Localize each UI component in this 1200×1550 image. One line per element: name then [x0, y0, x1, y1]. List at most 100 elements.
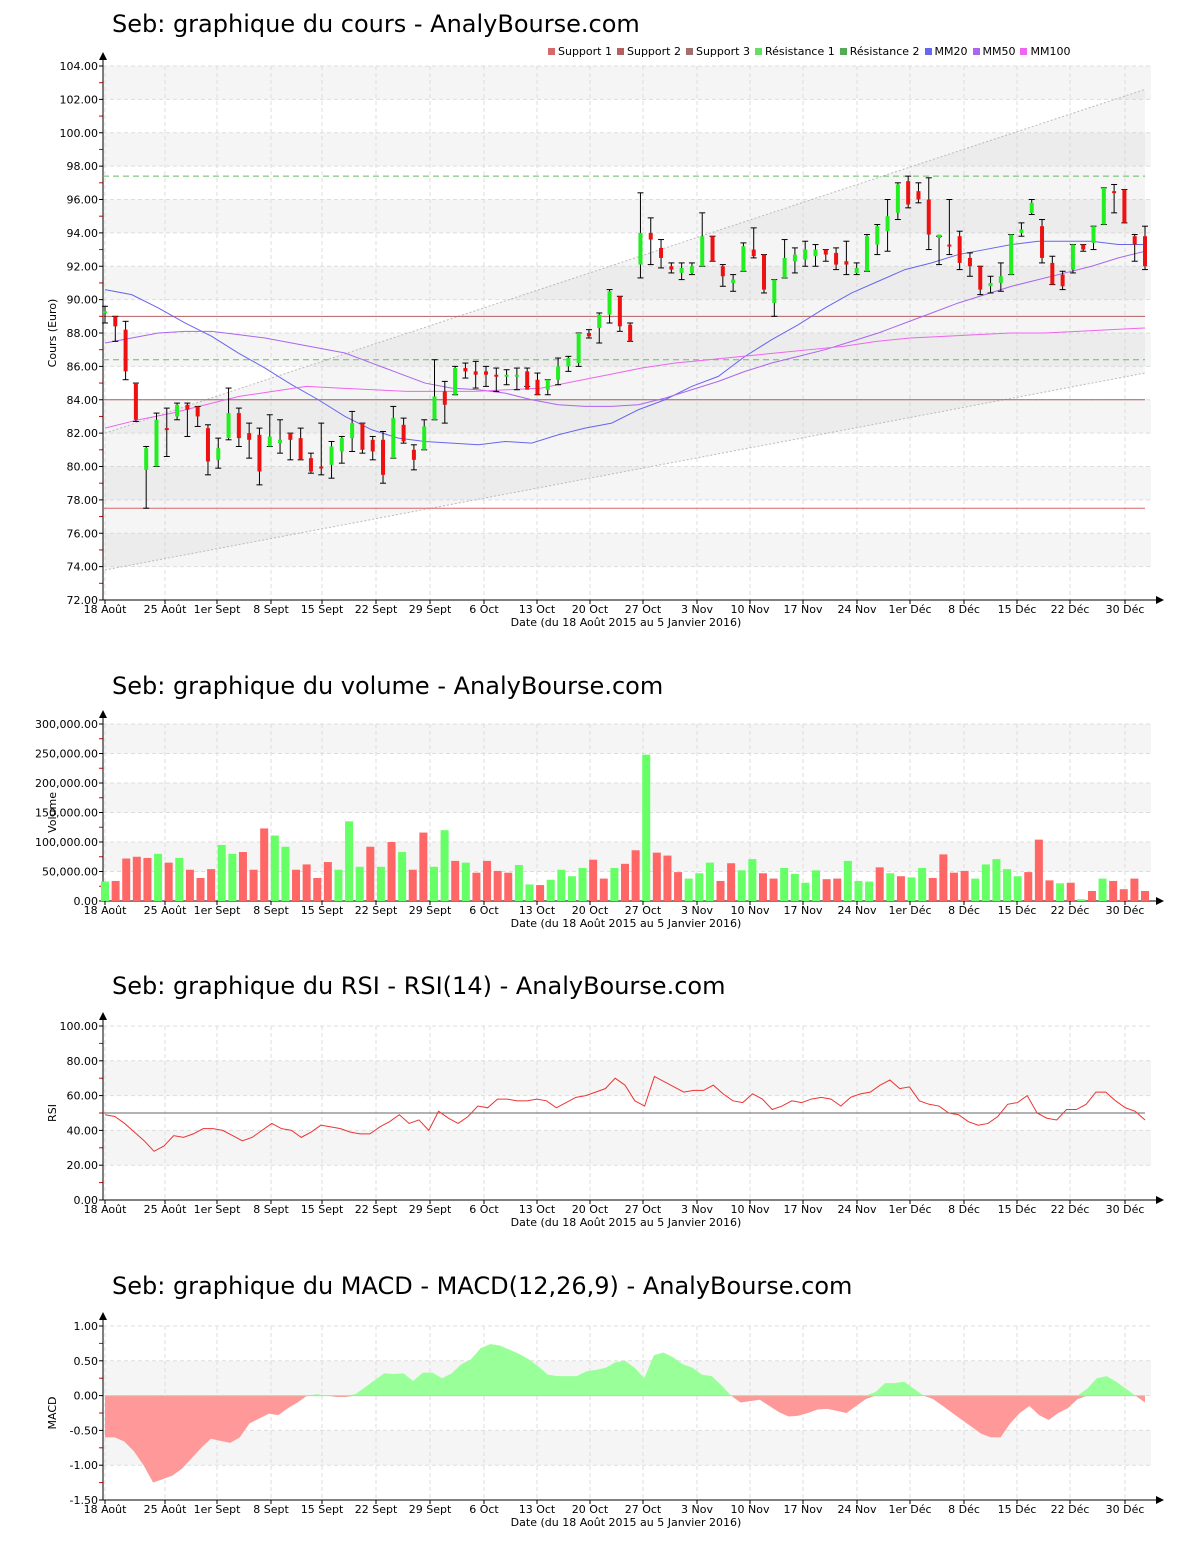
x-tick-label: 29 Sept — [409, 904, 452, 917]
candle — [988, 282, 993, 287]
volume-bar — [865, 881, 874, 901]
candle — [175, 404, 180, 417]
volume-bar — [1077, 899, 1086, 901]
legend-swatch — [616, 48, 624, 55]
rsi-line — [104, 1075, 1146, 1152]
candle — [350, 423, 355, 439]
candle — [556, 366, 561, 380]
candle — [947, 244, 952, 247]
x-tick-label: 15 Sept — [301, 603, 344, 616]
candle — [453, 368, 458, 395]
candle — [597, 314, 602, 328]
volume-bar — [758, 873, 767, 901]
x-tick-label: 8 Sept — [253, 603, 289, 616]
x-tick-label: 20 Oct — [572, 1503, 609, 1516]
volume-bar — [1109, 880, 1118, 901]
x-axis-title: Date (du 18 Août 2015 au 5 Janvier 2016) — [511, 1516, 742, 1529]
candle — [875, 226, 880, 245]
x-tick-label: 25 Août — [144, 904, 188, 917]
volume-bar — [419, 832, 428, 901]
candle — [504, 374, 509, 377]
candle — [298, 438, 303, 460]
volume-bar — [790, 873, 799, 901]
x-tick-label: 18 Août — [84, 603, 128, 616]
volume-bar — [546, 879, 555, 901]
legend-swatch — [839, 48, 847, 55]
candle — [823, 249, 828, 255]
candle — [926, 199, 931, 235]
mm100-line — [104, 327, 1146, 429]
x-tick-label: 17 Nov — [784, 1503, 823, 1516]
volume-bar — [918, 867, 927, 901]
x-tick-label: 30 Déc — [1106, 1503, 1145, 1516]
x-tick-label: 22 Déc — [1051, 603, 1090, 616]
x-tick-label: 8 Déc — [948, 1503, 980, 1516]
candle — [679, 267, 684, 273]
y-tick-label: 50,000.00 — [42, 866, 98, 879]
x-tick-label: 24 Nov — [838, 603, 877, 616]
volume-bar — [610, 867, 619, 901]
candle — [648, 232, 653, 240]
volume-bar — [429, 866, 438, 901]
volume-bar — [801, 882, 810, 901]
candle — [566, 358, 571, 367]
y-tick-label: 0.50 — [74, 1355, 99, 1368]
candle — [525, 371, 530, 390]
volume-bar — [928, 877, 937, 901]
candle — [916, 191, 921, 200]
x-tick-label: 20 Oct — [572, 1203, 609, 1216]
volume-bar — [238, 852, 247, 901]
trend-line — [104, 372, 1146, 571]
y-tick-label: 80.00 — [67, 1055, 99, 1068]
legend-item: Résistance 1 — [754, 45, 835, 58]
x-tick-label: 18 Août — [84, 1203, 128, 1216]
volume-bar — [440, 830, 449, 901]
volume-bar — [376, 866, 385, 901]
legend-label: Support 3 — [695, 45, 750, 58]
y-tick-label: 88.00 — [67, 327, 99, 340]
volume-bar — [143, 857, 152, 901]
candle — [308, 458, 313, 472]
y-tick-label: 94.00 — [67, 227, 99, 240]
x-tick-label: 22 Sept — [355, 1503, 398, 1516]
x-tick-label: 27 Oct — [625, 603, 662, 616]
y-tick-label: 40.00 — [67, 1124, 99, 1137]
x-tick-label: 15 Sept — [301, 1503, 344, 1516]
volume-bar — [1141, 890, 1149, 901]
candle — [247, 433, 252, 440]
macd-negative-area — [105, 1395, 1145, 1483]
y-axis-title: Cours (Euro) — [46, 299, 59, 368]
x-tick-label: 1er Sept — [194, 1203, 242, 1216]
y-tick-label: -1.00 — [70, 1459, 98, 1472]
volume-bar — [822, 879, 831, 901]
volume-bar — [536, 885, 545, 901]
y-tick-label: 104.00 — [60, 60, 99, 73]
volume-bar — [875, 867, 884, 901]
trend-line — [104, 88, 1146, 434]
candle — [937, 234, 942, 238]
x-tick-label: 18 Août — [84, 904, 128, 917]
candle — [226, 413, 231, 439]
x-tick-label: 22 Sept — [355, 603, 398, 616]
y-tick-label: 92.00 — [67, 260, 99, 273]
candle — [762, 254, 767, 290]
candle — [432, 396, 437, 420]
candle — [381, 439, 386, 475]
y-tick-label: 80.00 — [67, 461, 99, 474]
candle — [288, 433, 293, 440]
candle — [442, 391, 447, 405]
candle — [1091, 226, 1096, 243]
volume-bar — [705, 862, 714, 901]
volume-bar — [175, 857, 184, 901]
x-tick-label: 20 Oct — [572, 603, 609, 616]
volume-bar — [1119, 889, 1128, 901]
candle — [906, 181, 911, 205]
candle — [1101, 187, 1106, 225]
x-tick-label: 29 Sept — [409, 1503, 452, 1516]
volume-bar — [451, 860, 460, 901]
x-axis-title: Date (du 18 Août 2015 au 5 Janvier 2016) — [511, 616, 742, 629]
x-tick-label: 22 Déc — [1051, 904, 1090, 917]
candle — [1070, 244, 1075, 270]
volume-bar — [493, 870, 502, 901]
